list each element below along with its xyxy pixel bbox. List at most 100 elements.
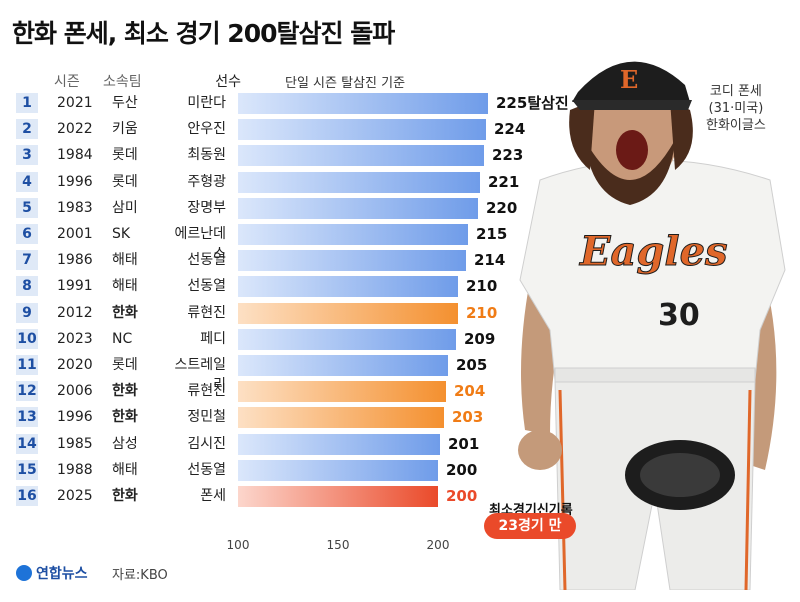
season-cell: 2025 bbox=[57, 488, 93, 504]
bar bbox=[238, 276, 458, 297]
season-cell: 2021 bbox=[57, 95, 93, 111]
season-cell: 1996 bbox=[57, 174, 93, 190]
season-cell: 1984 bbox=[57, 147, 93, 163]
season-cell: 2022 bbox=[57, 121, 93, 137]
team-cell: NC bbox=[112, 331, 133, 347]
player-cell: 류현진 bbox=[187, 383, 226, 399]
x-tick: 100 bbox=[226, 538, 250, 552]
bar bbox=[238, 329, 456, 350]
page-title: 한화 폰세, 최소 경기 200탈삼진 돌파 bbox=[12, 19, 395, 48]
rank-badge: 14 bbox=[16, 434, 38, 454]
data-label-value: 209 bbox=[464, 330, 496, 348]
data-label: 220 bbox=[486, 198, 517, 219]
data-label-value: 220 bbox=[486, 199, 518, 217]
axis-title: 단일 시즌 탈삼진 기준 bbox=[285, 76, 406, 91]
bar bbox=[238, 460, 438, 481]
data-label: 204 bbox=[454, 381, 485, 402]
data-label: 203 bbox=[452, 407, 483, 428]
rank-badge: 10 bbox=[16, 329, 38, 349]
season-cell: 2023 bbox=[57, 331, 93, 347]
bar bbox=[238, 224, 468, 245]
data-label-value: 200 bbox=[446, 461, 478, 479]
player-cell: 정민철 bbox=[187, 409, 226, 425]
data-label: 201 bbox=[448, 434, 479, 455]
bar bbox=[238, 381, 446, 402]
season-cell: 1986 bbox=[57, 252, 93, 268]
caption-line: (31·미국) bbox=[708, 101, 764, 116]
data-label-value: 223 bbox=[492, 146, 524, 164]
season-cell: 1991 bbox=[57, 278, 93, 294]
bar bbox=[238, 93, 488, 114]
team-cell: 한화 bbox=[112, 488, 138, 504]
bar bbox=[238, 198, 478, 219]
data-label-value: 215 bbox=[476, 225, 508, 243]
data-label-value: 221 bbox=[488, 173, 520, 191]
data-label-value: 205 bbox=[456, 356, 488, 374]
yonhap-logo: 연합뉴스 bbox=[16, 563, 88, 583]
data-label: 200 bbox=[446, 486, 477, 507]
data-label: 221 bbox=[488, 172, 519, 193]
season-cell: 2020 bbox=[57, 357, 93, 373]
bar bbox=[238, 303, 458, 324]
season-cell: 1983 bbox=[57, 200, 93, 216]
record-badge: 23경기 만 bbox=[484, 513, 576, 539]
rank-badge: 6 bbox=[16, 224, 38, 244]
data-label-value: 200 bbox=[446, 487, 478, 505]
team-cell: 두산 bbox=[112, 95, 138, 111]
jersey-number: 30 bbox=[658, 298, 700, 333]
data-label-unit: 탈삼진 bbox=[527, 94, 569, 112]
data-label: 210 bbox=[466, 303, 497, 324]
data-label-value: 225 bbox=[496, 94, 528, 112]
data-label-value: 214 bbox=[474, 251, 506, 269]
rank-badge: 15 bbox=[16, 460, 38, 480]
bar bbox=[238, 250, 466, 271]
bar bbox=[238, 407, 444, 428]
season-header: 시즌 bbox=[54, 74, 80, 90]
team-cell: 한화 bbox=[112, 409, 138, 425]
rank-badge: 8 bbox=[16, 276, 38, 296]
player-cell: 페디 bbox=[200, 331, 226, 347]
team-cell: 롯데 bbox=[112, 174, 138, 190]
rank-badge: 5 bbox=[16, 198, 38, 218]
data-label-value: 224 bbox=[494, 120, 526, 138]
player-cell: 미란다 bbox=[187, 95, 226, 111]
rank-badge: 1 bbox=[16, 93, 38, 113]
data-label: 223 bbox=[492, 145, 523, 166]
data-label: 209 bbox=[464, 329, 495, 350]
data-label: 210 bbox=[466, 276, 497, 297]
data-label-value: 204 bbox=[454, 382, 486, 400]
rank-badge: 4 bbox=[16, 172, 38, 192]
rank-badge: 7 bbox=[16, 250, 38, 270]
data-label: 200 bbox=[446, 460, 477, 481]
svg-text:E: E bbox=[620, 65, 638, 94]
caption-line: 한화이글스 bbox=[706, 118, 766, 133]
player-cell: 장명부 bbox=[187, 200, 226, 216]
data-label: 225탈삼진 bbox=[496, 93, 569, 114]
team-cell: 롯데 bbox=[112, 357, 138, 373]
player-cell: 에르난데스 bbox=[174, 226, 226, 262]
bar bbox=[238, 145, 484, 166]
player-cell: 선동열 bbox=[187, 278, 226, 294]
season-cell: 1988 bbox=[57, 462, 93, 478]
player-cell: 선동열 bbox=[187, 252, 226, 268]
data-label-value: 210 bbox=[466, 304, 498, 322]
rank-badge: 3 bbox=[16, 145, 38, 165]
rank-badge: 2 bbox=[16, 119, 38, 139]
team-cell: 해태 bbox=[112, 462, 138, 478]
team-header: 소속팀 bbox=[103, 74, 142, 90]
data-label-value: 201 bbox=[448, 435, 480, 453]
x-tick: 150 bbox=[326, 538, 350, 552]
season-cell: 2006 bbox=[57, 383, 93, 399]
bar bbox=[238, 119, 486, 140]
team-cell: 삼미 bbox=[112, 200, 138, 216]
player-header: 선수 bbox=[215, 74, 241, 90]
player-cell: 류현진 bbox=[187, 305, 226, 321]
season-cell: 2012 bbox=[57, 305, 93, 321]
player-cell: 안우진 bbox=[187, 121, 226, 137]
season-cell: 2001 bbox=[57, 226, 93, 242]
season-cell: 1996 bbox=[57, 409, 93, 425]
player-cell: 최동원 bbox=[187, 147, 226, 163]
data-label-value: 210 bbox=[466, 277, 498, 295]
player-cell: 김시진 bbox=[187, 436, 226, 452]
team-cell: 해태 bbox=[112, 252, 138, 268]
